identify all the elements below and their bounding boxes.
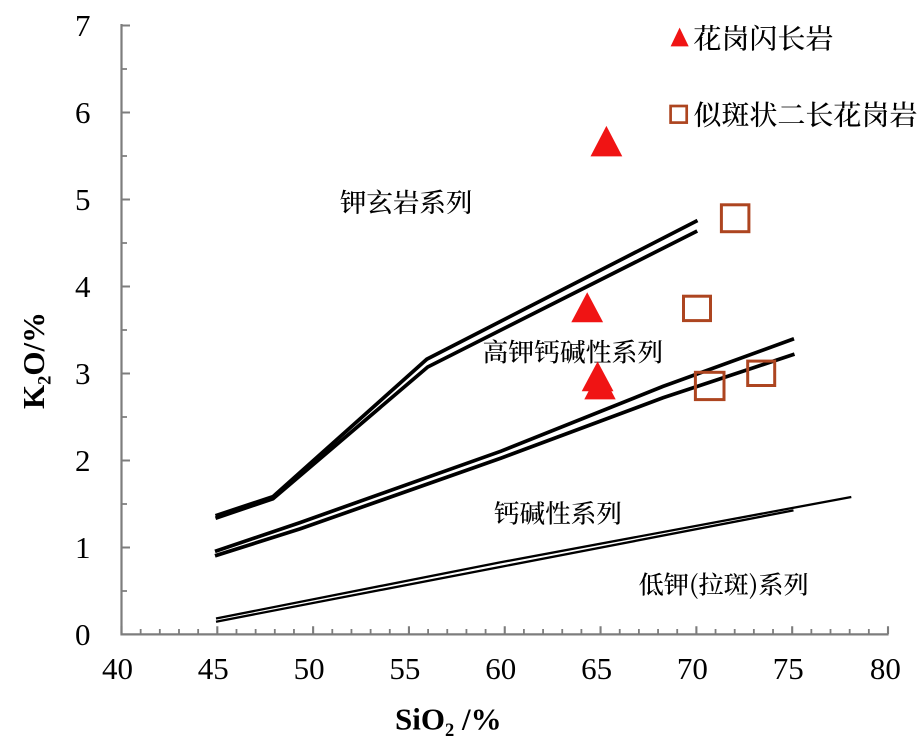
svg-text:50: 50 <box>294 651 325 686</box>
svg-text:40: 40 <box>102 651 133 686</box>
svg-text:1: 1 <box>75 530 91 565</box>
svg-text:55: 55 <box>389 651 420 686</box>
svg-text:6: 6 <box>75 95 91 130</box>
svg-text:75: 75 <box>773 651 804 686</box>
svg-text:80: 80 <box>870 651 901 686</box>
svg-text:7: 7 <box>75 8 91 43</box>
svg-text:3: 3 <box>75 356 91 391</box>
svg-text:K2O/%: K2O/% <box>16 312 56 409</box>
svg-text:70: 70 <box>677 651 708 686</box>
svg-text:5: 5 <box>75 182 91 217</box>
svg-text:65: 65 <box>581 651 612 686</box>
svg-text:0: 0 <box>75 617 91 652</box>
svg-text:60: 60 <box>485 651 516 686</box>
svg-text:4: 4 <box>75 269 91 304</box>
svg-text:2: 2 <box>75 443 91 478</box>
svg-text:45: 45 <box>198 651 229 686</box>
